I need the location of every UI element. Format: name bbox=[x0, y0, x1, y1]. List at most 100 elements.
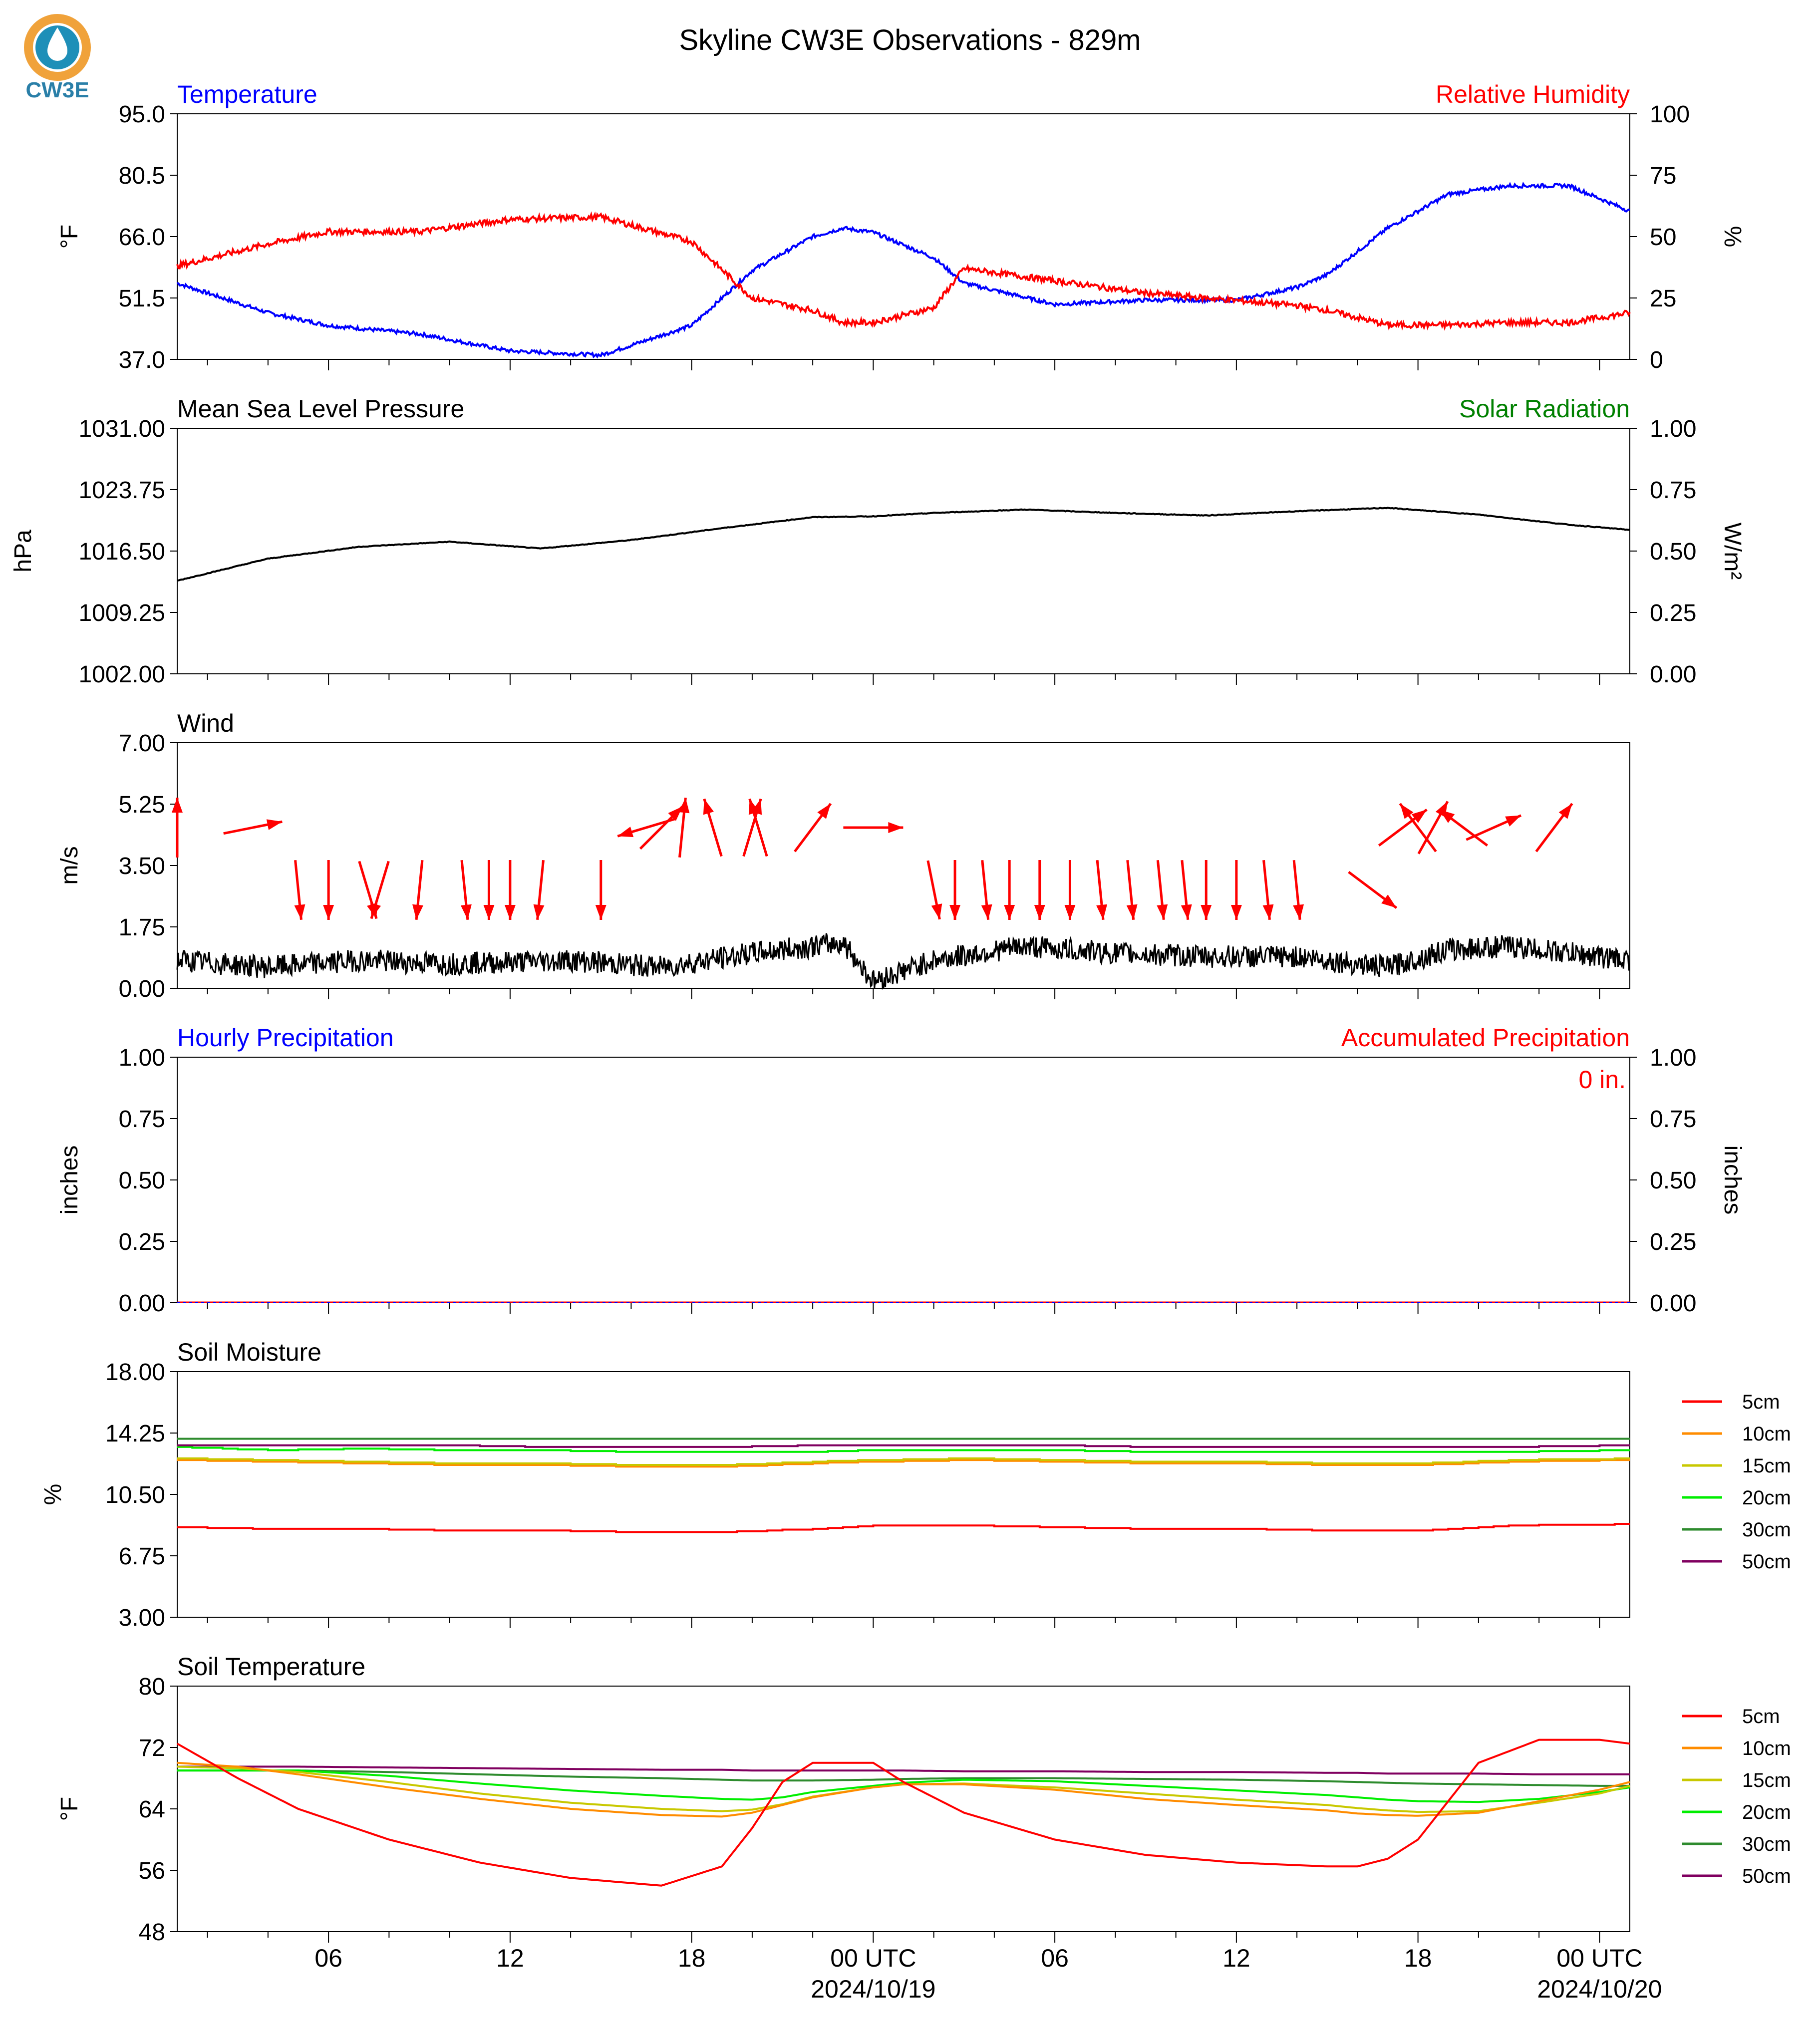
panel-title-right: Accumulated Precipitation bbox=[1341, 1024, 1630, 1052]
series-line-soil-moisture-20cm bbox=[177, 1446, 1630, 1453]
wind-arrow-head bbox=[981, 904, 992, 920]
y-tick-label-left: 1009.25 bbox=[78, 600, 165, 626]
y-tick-label-left: 14.25 bbox=[105, 1421, 165, 1447]
panel-frame bbox=[177, 113, 1630, 360]
y-tick-label-left: 3.50 bbox=[119, 853, 165, 879]
y-tick-label-left: 1.75 bbox=[119, 914, 165, 941]
wind-arrow-head bbox=[1157, 904, 1168, 920]
y-tick-label-left: 66.0 bbox=[119, 224, 165, 251]
wind-arrow-head bbox=[266, 819, 283, 830]
series-line-soil-moisture-15cm bbox=[177, 1457, 1630, 1466]
panel-temp_rh: Temperature Relative Humidity 95.0 80.5 66.0… bbox=[56, 80, 1746, 373]
legend-label-10cm: 10cm bbox=[1742, 1423, 1791, 1445]
wind-arrow-head bbox=[294, 904, 305, 920]
legend-label-50cm: 50cm bbox=[1742, 1551, 1791, 1573]
wind-arrow-head bbox=[931, 903, 942, 919]
panel-wind: Wind 7.00 5.25 3.50 1.75 0.00 m/s bbox=[56, 709, 1630, 1002]
y-tick-label-left: 48 bbox=[139, 1919, 165, 1946]
x-tick-label: 18 bbox=[1404, 1944, 1432, 1972]
y-tick-label-left: 0.50 bbox=[119, 1167, 165, 1194]
panel-title-right: Relative Humidity bbox=[1436, 80, 1630, 108]
y-tick-label-left: 1023.75 bbox=[78, 477, 165, 504]
y-axis-label-left: °F bbox=[56, 1797, 83, 1821]
x-tick-label: 12 bbox=[1222, 1944, 1250, 1972]
panel-title-left: Mean Sea Level Pressure bbox=[177, 395, 464, 423]
x-date-label: 2024/10/19 bbox=[811, 1975, 935, 2003]
y-tick-label-left: 6.75 bbox=[119, 1543, 165, 1570]
y-tick-label-left: 18.00 bbox=[105, 1359, 165, 1386]
y-tick-label-left: 1.00 bbox=[119, 1045, 165, 1071]
wind-arrow-head bbox=[678, 798, 690, 814]
panel-frame bbox=[177, 742, 1630, 989]
y-tick-label-left: 72 bbox=[139, 1735, 165, 1761]
panel-title-left: Soil Temperature bbox=[177, 1653, 365, 1681]
logo-ring bbox=[24, 14, 91, 81]
panel-frame bbox=[177, 428, 1630, 674]
y-axis-label-right: inches bbox=[1719, 1146, 1746, 1215]
y-tick-label-right: 50 bbox=[1650, 224, 1676, 251]
wind-arrow-head bbox=[748, 799, 759, 815]
y-tick-label-left: 5.25 bbox=[119, 792, 165, 818]
series-line-soil-temp-30cm bbox=[177, 1769, 1630, 1787]
panel-title-left: Wind bbox=[177, 709, 234, 737]
wind-arrow-head bbox=[1400, 804, 1414, 819]
wind-arrow-head bbox=[668, 806, 683, 821]
legend-label-20cm: 20cm bbox=[1742, 1801, 1791, 1823]
y-tick-label-right: 0 bbox=[1650, 347, 1663, 373]
legend-label-30cm: 30cm bbox=[1742, 1833, 1791, 1855]
accumulated-precip-annotation: 0 in. bbox=[1578, 1066, 1626, 1094]
y-tick-label-right: 100 bbox=[1650, 101, 1690, 128]
wind-arrow-head bbox=[533, 904, 545, 920]
wind-arrow-head bbox=[1293, 904, 1304, 920]
cw3e-logo: CW3E bbox=[24, 14, 91, 102]
wind-arrow-head bbox=[1096, 904, 1107, 920]
legend-label-30cm: 30cm bbox=[1742, 1519, 1791, 1541]
plot-area-soil_moisture bbox=[177, 1438, 1630, 1533]
wind-arrow-head bbox=[483, 905, 495, 920]
y-tick-label-left: 7.00 bbox=[119, 730, 165, 757]
wind-arrow-head bbox=[1230, 905, 1242, 920]
panel-title-right: Solar Radiation bbox=[1459, 395, 1630, 423]
y-tick-label-left: 0.00 bbox=[119, 1290, 165, 1317]
y-tick-label-right: 0.50 bbox=[1650, 1167, 1696, 1194]
wind-arrow-head bbox=[1034, 905, 1045, 920]
legend-label-50cm: 50cm bbox=[1742, 1865, 1791, 1887]
series-line-soil-temp-20cm bbox=[177, 1769, 1630, 1803]
panel-soil_moisture: Soil Moisture 18.00 14.25 10.50 6.75 3.00% 5cm… bbox=[40, 1338, 1791, 1631]
y-tick-label-left: 1002.00 bbox=[78, 661, 165, 688]
panel-frame bbox=[177, 1686, 1630, 1932]
wind-arrow-head bbox=[412, 904, 423, 920]
wind-arrow-head bbox=[1126, 904, 1138, 920]
series-line-soil-temp-5cm bbox=[177, 1738, 1630, 1887]
series-line-soil-temp-10cm bbox=[177, 1761, 1630, 1818]
y-tick-label-right: 25 bbox=[1650, 286, 1676, 312]
panels-container: Temperature Relative Humidity 95.0 80.5 66.0… bbox=[10, 80, 1791, 1946]
wind-arrow-head bbox=[1558, 804, 1572, 819]
legend-label-5cm: 5cm bbox=[1742, 1391, 1780, 1413]
wind-arrow-head bbox=[504, 905, 516, 920]
series-line-soil-temp-50cm bbox=[177, 1765, 1630, 1775]
y-tick-label-left: 95.0 bbox=[119, 101, 165, 128]
y-tick-label-right: 0.00 bbox=[1650, 1290, 1696, 1317]
x-tick-label: 00 UTC bbox=[830, 1944, 916, 1972]
x-tick-label: 06 bbox=[314, 1944, 342, 1972]
y-tick-label-left: 3.00 bbox=[119, 1605, 165, 1631]
wind-arrows bbox=[172, 798, 1573, 920]
wind-arrow-head bbox=[1064, 905, 1076, 920]
y-tick-label-right: 0.75 bbox=[1650, 477, 1696, 504]
x-tick-label: 18 bbox=[678, 1944, 706, 1972]
x-tick-label: 00 UTC bbox=[1556, 1944, 1642, 1972]
wind-arrow-head bbox=[888, 822, 904, 833]
y-axis-label-left: m/s bbox=[56, 846, 83, 884]
wind-arrow-head bbox=[1505, 815, 1521, 827]
y-tick-label-left: 51.5 bbox=[119, 286, 165, 312]
wind-arrow-head bbox=[323, 905, 334, 920]
panel-frame bbox=[177, 1057, 1630, 1303]
wind-arrow-head bbox=[949, 905, 961, 920]
series-line-soil-moisture-50cm bbox=[177, 1444, 1630, 1448]
wind-arrow-head bbox=[1411, 810, 1427, 823]
wind-arrow-head bbox=[1381, 894, 1397, 908]
x-tick-label: 06 bbox=[1041, 1944, 1069, 1972]
wind-arrow-head bbox=[1262, 904, 1274, 920]
y-tick-label-left: 1016.50 bbox=[78, 539, 165, 565]
